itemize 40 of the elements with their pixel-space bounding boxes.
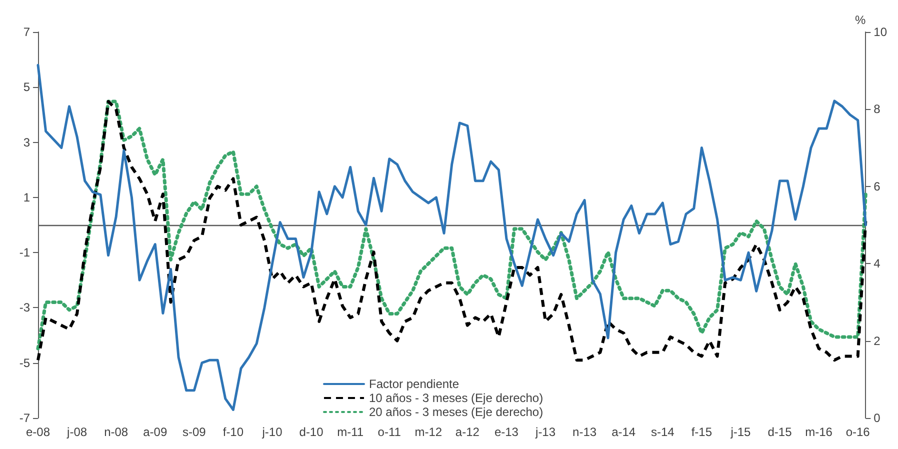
y2-axis-title: % xyxy=(854,13,866,27)
x-tick-label: o-16 xyxy=(846,425,870,439)
y-tick-label: -3 xyxy=(19,300,30,315)
x-tick-label: n-13 xyxy=(572,425,597,439)
y2-tick-label: 10 xyxy=(874,25,888,39)
x-tick-label: m-16 xyxy=(805,425,833,439)
x-tick-label: a-14 xyxy=(612,425,636,439)
y2-tick-label: 2 xyxy=(874,334,881,348)
y2-tick-label: 0 xyxy=(874,411,881,425)
x-tick-label: m-11 xyxy=(337,425,364,439)
x-tick-label: f-15 xyxy=(691,425,712,439)
y2-tick-label: 4 xyxy=(874,256,881,271)
x-tick-label: j-15 xyxy=(730,425,752,439)
x-tick-label: j-13 xyxy=(534,425,556,439)
legend-label: 10 años - 3 meses (Eje derecho) xyxy=(369,391,544,405)
x-tick-label: j-10 xyxy=(261,425,283,439)
y2-tick-label: 8 xyxy=(874,102,881,116)
x-tick-label: o-11 xyxy=(378,425,402,439)
x-tick-label: m-12 xyxy=(414,425,442,439)
x-tick-label: e-13 xyxy=(494,425,519,439)
y-tick-label: 5 xyxy=(23,80,30,94)
y-tick-label: 7 xyxy=(23,25,30,39)
y-tick-label: -5 xyxy=(19,356,30,370)
x-tick-label: d-10 xyxy=(299,425,324,439)
y-tick-label: -7 xyxy=(19,411,30,425)
y-tick-label: 1 xyxy=(23,190,30,204)
y-tick-label: -1 xyxy=(19,246,30,260)
x-tick-label: s-09 xyxy=(182,425,206,439)
x-tick-label: a-09 xyxy=(143,425,168,439)
y-tick-label: 3 xyxy=(23,135,30,150)
x-tick-label: j-08 xyxy=(66,425,88,439)
x-tick-label: s-14 xyxy=(650,425,675,439)
legend-label: 20 años - 3 meses (Eje derecho) xyxy=(369,405,544,419)
x-tick-label: e-08 xyxy=(26,425,50,439)
x-tick-label: d-15 xyxy=(768,425,792,439)
x-tick-label: a-12 xyxy=(455,425,480,439)
x-tick-label: f-10 xyxy=(222,425,244,439)
x-tick-label: n-08 xyxy=(104,425,128,439)
legend-label: Factor pendiente xyxy=(369,377,460,391)
y2-tick-label: 6 xyxy=(874,179,881,194)
